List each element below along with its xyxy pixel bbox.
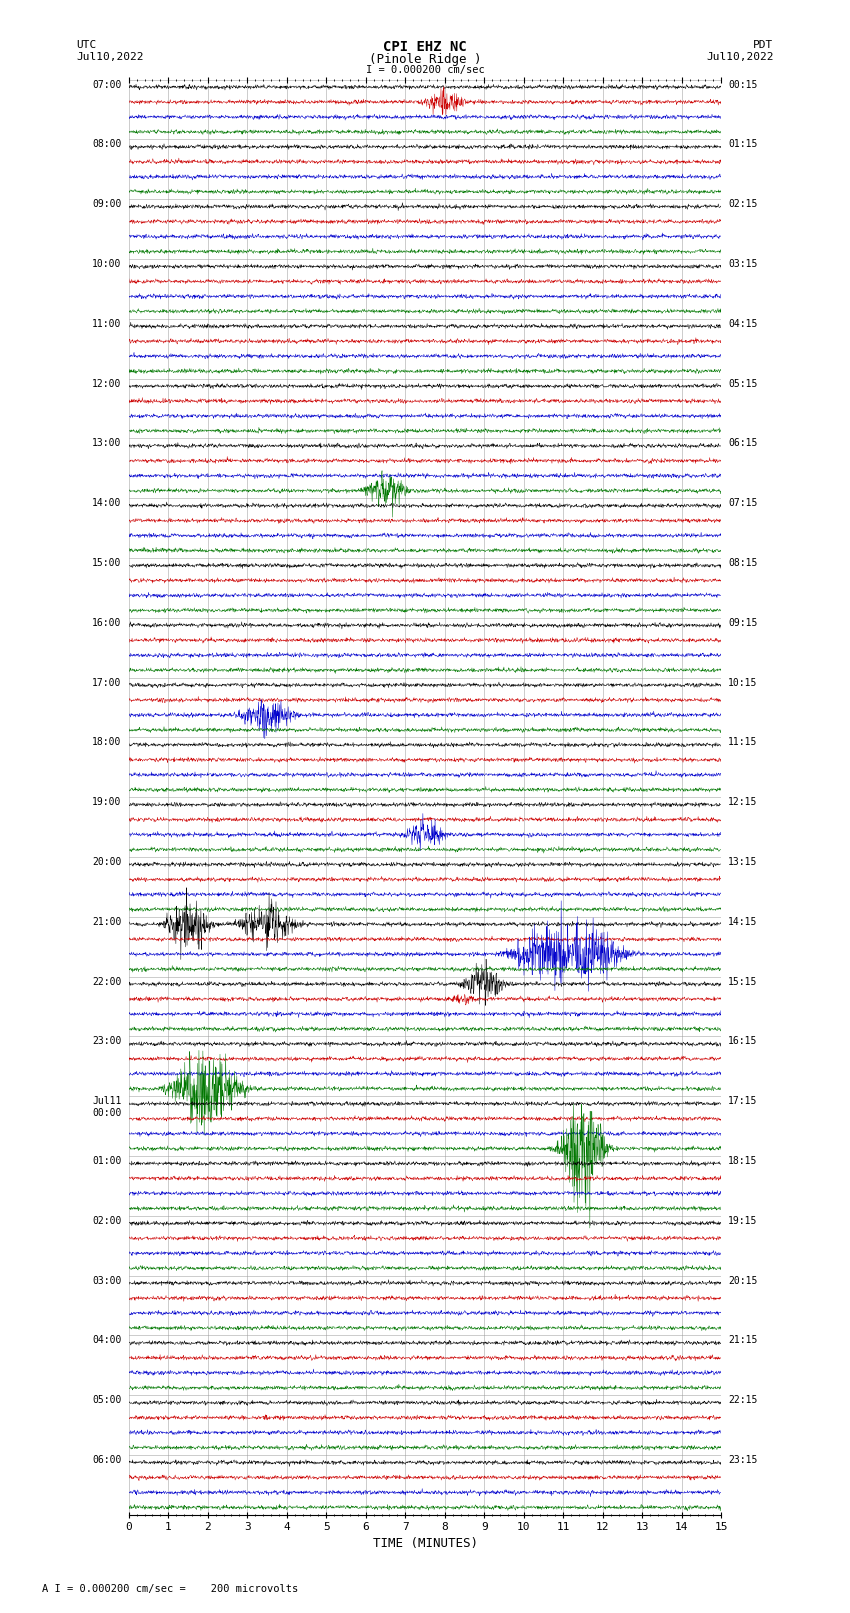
Text: 03:15: 03:15 <box>728 260 757 269</box>
Text: UTC: UTC <box>76 40 97 50</box>
Text: 10:00: 10:00 <box>93 260 122 269</box>
Text: 08:15: 08:15 <box>728 558 757 568</box>
Text: 22:00: 22:00 <box>93 976 122 987</box>
Text: 20:15: 20:15 <box>728 1276 757 1286</box>
Text: Jul10,2022: Jul10,2022 <box>76 52 144 61</box>
Text: 12:00: 12:00 <box>93 379 122 389</box>
Text: 06:00: 06:00 <box>93 1455 122 1465</box>
Text: 11:00: 11:00 <box>93 319 122 329</box>
Text: Jul10,2022: Jul10,2022 <box>706 52 774 61</box>
Text: 14:15: 14:15 <box>728 916 757 927</box>
Text: 23:15: 23:15 <box>728 1455 757 1465</box>
Text: 22:15: 22:15 <box>728 1395 757 1405</box>
Text: 18:00: 18:00 <box>93 737 122 747</box>
Text: 14:00: 14:00 <box>93 498 122 508</box>
Text: 07:00: 07:00 <box>93 79 122 89</box>
Text: 10:15: 10:15 <box>728 677 757 687</box>
Text: 15:15: 15:15 <box>728 976 757 987</box>
Text: 04:00: 04:00 <box>93 1336 122 1345</box>
Text: 20:00: 20:00 <box>93 857 122 866</box>
Text: CPI EHZ NC: CPI EHZ NC <box>383 40 467 55</box>
Text: 17:15: 17:15 <box>728 1097 757 1107</box>
Text: 01:15: 01:15 <box>728 139 757 150</box>
Text: 03:00: 03:00 <box>93 1276 122 1286</box>
Text: 23:00: 23:00 <box>93 1037 122 1047</box>
Text: 19:15: 19:15 <box>728 1216 757 1226</box>
Text: 17:00: 17:00 <box>93 677 122 687</box>
Text: 07:15: 07:15 <box>728 498 757 508</box>
Text: 06:15: 06:15 <box>728 439 757 448</box>
Text: 05:15: 05:15 <box>728 379 757 389</box>
Text: 16:00: 16:00 <box>93 618 122 627</box>
Text: 13:00: 13:00 <box>93 439 122 448</box>
Text: 12:15: 12:15 <box>728 797 757 806</box>
Text: 08:00: 08:00 <box>93 139 122 150</box>
Text: 02:00: 02:00 <box>93 1216 122 1226</box>
Text: Jul11
00:00: Jul11 00:00 <box>93 1097 122 1118</box>
Text: 15:00: 15:00 <box>93 558 122 568</box>
Text: 02:15: 02:15 <box>728 198 757 210</box>
X-axis label: TIME (MINUTES): TIME (MINUTES) <box>372 1537 478 1550</box>
Text: 21:15: 21:15 <box>728 1336 757 1345</box>
Text: 04:15: 04:15 <box>728 319 757 329</box>
Text: 05:00: 05:00 <box>93 1395 122 1405</box>
Text: 09:15: 09:15 <box>728 618 757 627</box>
Text: 13:15: 13:15 <box>728 857 757 866</box>
Text: 19:00: 19:00 <box>93 797 122 806</box>
Text: (Pinole Ridge ): (Pinole Ridge ) <box>369 53 481 66</box>
Text: 00:15: 00:15 <box>728 79 757 89</box>
Text: 11:15: 11:15 <box>728 737 757 747</box>
Text: 09:00: 09:00 <box>93 198 122 210</box>
Text: A I = 0.000200 cm/sec =    200 microvolts: A I = 0.000200 cm/sec = 200 microvolts <box>42 1584 298 1594</box>
Text: 16:15: 16:15 <box>728 1037 757 1047</box>
Text: 01:00: 01:00 <box>93 1157 122 1166</box>
Text: I = 0.000200 cm/sec: I = 0.000200 cm/sec <box>366 65 484 74</box>
Text: PDT: PDT <box>753 40 774 50</box>
Text: 18:15: 18:15 <box>728 1157 757 1166</box>
Text: 21:00: 21:00 <box>93 916 122 927</box>
